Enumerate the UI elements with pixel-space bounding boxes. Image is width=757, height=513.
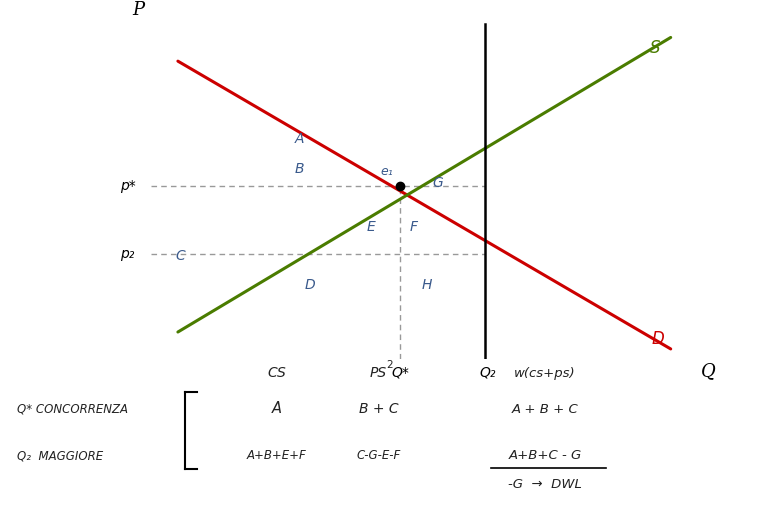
Text: D: D	[651, 330, 664, 348]
Text: Q₂  MAGGIORE: Q₂ MAGGIORE	[17, 449, 103, 462]
Text: H: H	[422, 278, 432, 291]
Text: 2: 2	[386, 360, 393, 370]
Text: e₁: e₁	[381, 165, 394, 177]
Text: A + B + C: A + B + C	[512, 403, 578, 416]
Text: E: E	[367, 220, 375, 234]
Text: B: B	[295, 163, 304, 176]
Text: A: A	[271, 401, 282, 416]
Text: CS: CS	[267, 366, 285, 380]
Text: S: S	[650, 38, 660, 56]
Text: p₂: p₂	[120, 247, 135, 261]
Text: Q*: Q*	[391, 366, 410, 380]
Text: Q₂: Q₂	[480, 366, 496, 380]
Text: D: D	[305, 278, 316, 291]
Text: P: P	[132, 2, 145, 19]
Text: -G  →  DWL: -G → DWL	[508, 479, 582, 491]
Text: PS: PS	[370, 366, 387, 380]
Text: B + C: B + C	[359, 402, 398, 416]
Text: w(cs+ps): w(cs+ps)	[514, 367, 576, 380]
Text: C-G-E-F: C-G-E-F	[357, 449, 400, 462]
Text: A+B+C - G: A+B+C - G	[509, 449, 581, 462]
Text: p*: p*	[120, 180, 136, 193]
Text: Q: Q	[700, 362, 715, 380]
Text: A+B+E+F: A+B+E+F	[247, 449, 306, 462]
Text: A: A	[295, 132, 304, 146]
Text: F: F	[410, 220, 418, 234]
Text: C: C	[176, 249, 185, 263]
Text: G: G	[432, 176, 443, 190]
Text: Q* CONCORRENZA: Q* CONCORRENZA	[17, 403, 128, 416]
